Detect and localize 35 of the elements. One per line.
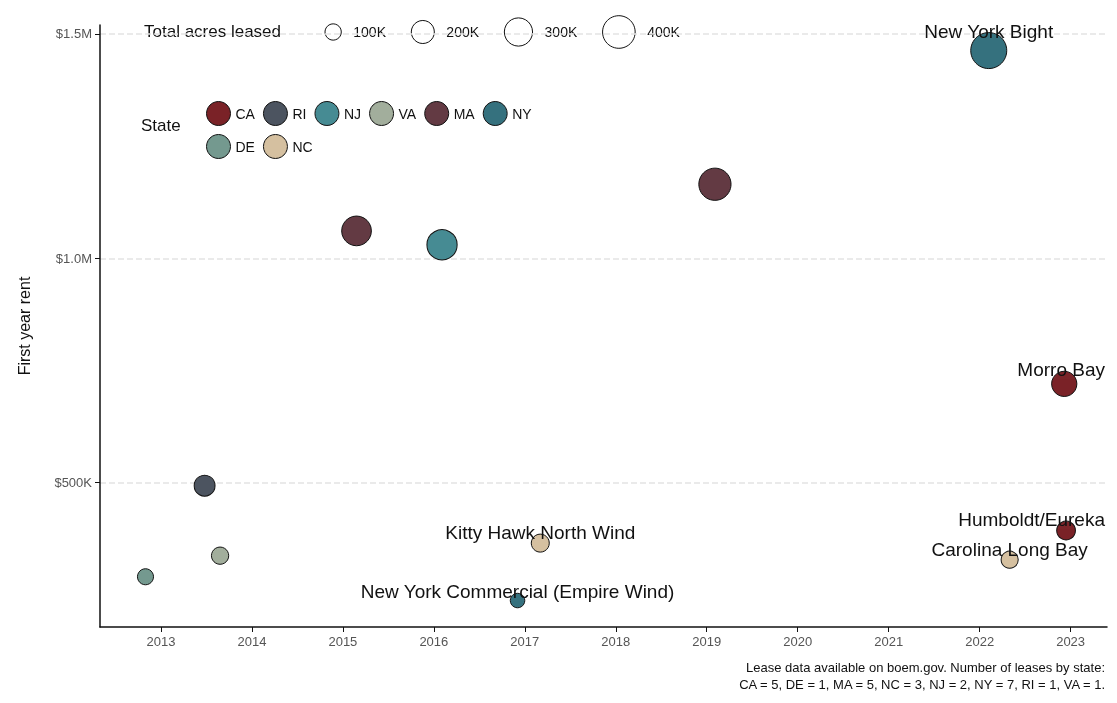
x-tick-label: 2021: [874, 634, 904, 649]
x-tick-label: 2013: [146, 634, 176, 649]
x-tick-label: 2014: [237, 634, 267, 649]
legend-label: 100K: [353, 24, 387, 40]
x-tick-label: 2018: [601, 634, 631, 649]
x-tick-label: 2017: [510, 634, 540, 649]
x-tick-label: 2020: [783, 634, 813, 649]
legend-title: State: [141, 116, 181, 135]
y-axis-title: First year rent: [15, 276, 33, 376]
legend-label: VA: [398, 105, 417, 122]
y-tick-label: $1.0M: [55, 250, 92, 266]
annotation: Morro Bay: [1017, 359, 1106, 381]
y-tick-label: $1.5M: [55, 26, 92, 42]
annotation: Kitty Hawk North Wind: [445, 522, 636, 544]
x-tick-label: 2016: [419, 634, 449, 649]
annotation: Total acres leased: [144, 22, 282, 41]
annotation: Humboldt/Eureka: [958, 509, 1106, 531]
x-tick-label: 2019: [692, 634, 722, 649]
annotation: Carolina Long Bay: [931, 539, 1089, 561]
legend-label: MA: [453, 105, 476, 122]
legend-label: 200K: [446, 24, 480, 40]
x-tick-label: 2015: [328, 634, 358, 649]
x-tick-label: 2022: [965, 634, 995, 649]
legend-label: NY: [512, 105, 533, 122]
text: Lease data available on boem.gov. Number of leases by state: CA = 5, DE = 1, MA = 5, NC = 3, NJ = 2, NY = 7, RI = 1, VA = 1.: [739, 660, 1105, 692]
legend-label: RI: [292, 105, 307, 122]
y-tick-label: $500K: [54, 475, 93, 491]
x-tick-label: 2023: [1056, 634, 1086, 649]
legend-label: NC: [292, 138, 313, 155]
legend-label: 300K: [544, 24, 578, 40]
legend-label: DE: [235, 138, 255, 155]
legend-label: NJ: [343, 105, 362, 122]
legend-label: 400K: [647, 24, 681, 40]
legend-label: CA: [235, 105, 256, 122]
annotation: New York Commercial (Empire Wind): [360, 581, 675, 603]
